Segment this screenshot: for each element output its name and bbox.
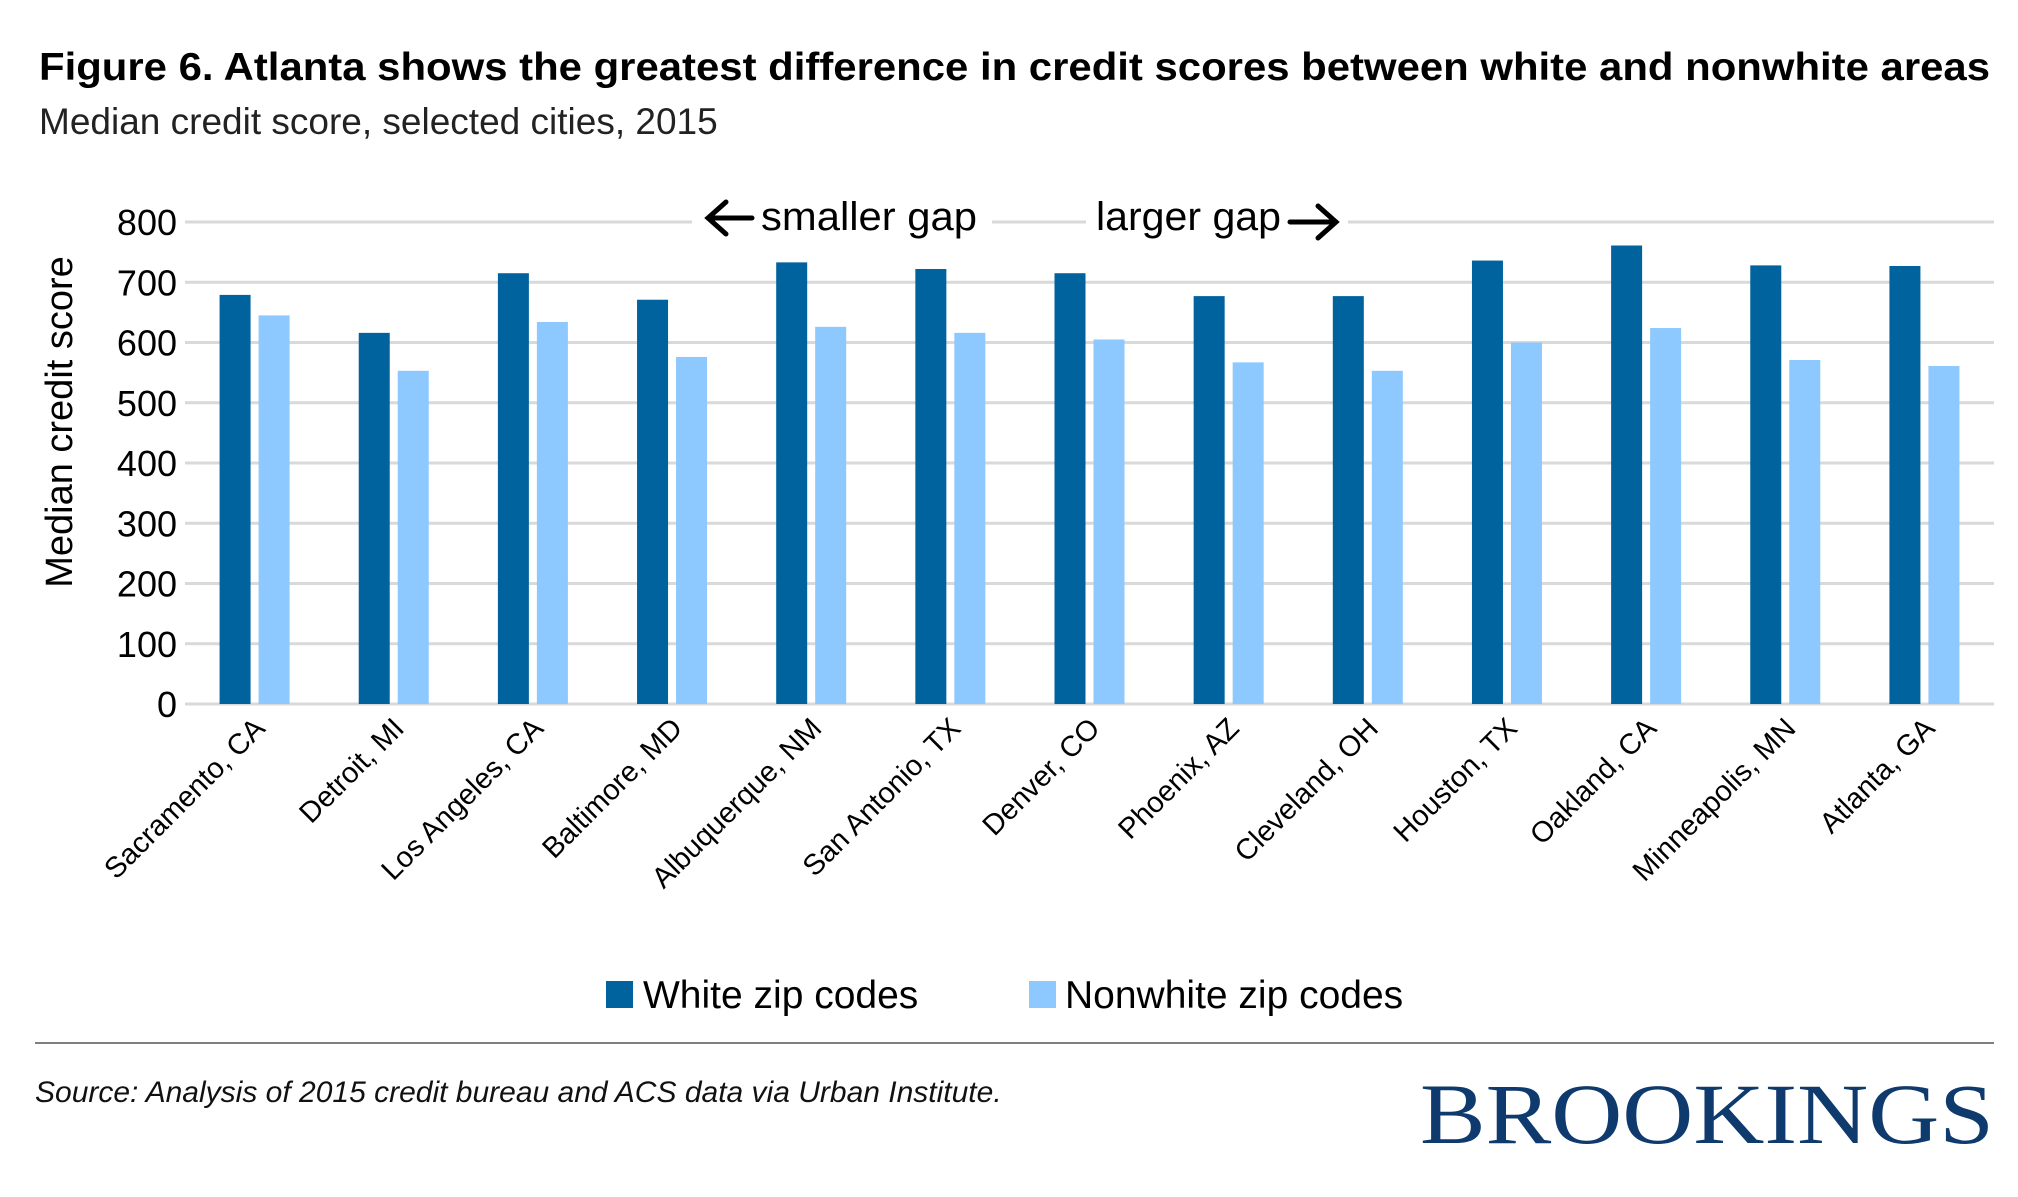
brookings-logo: BROOKINGS xyxy=(1420,1066,1994,1162)
chart-subtitle: Median credit score, selected cities, 20… xyxy=(39,101,718,142)
y-tick-label: 600 xyxy=(117,323,177,364)
source-note: Source: Analysis of 2015 credit bureau a… xyxy=(35,1076,1002,1109)
bar-nonwhite xyxy=(815,326,847,704)
bar-white xyxy=(1054,273,1086,704)
bars xyxy=(219,245,1960,704)
annotation-smaller-gap: smaller gap xyxy=(692,190,992,240)
bar-nonwhite xyxy=(676,356,708,704)
x-tick-label: Oakland, CA xyxy=(1524,712,1663,851)
bar-group xyxy=(637,299,708,704)
bar-group xyxy=(1889,265,1960,704)
bar-group xyxy=(497,273,568,704)
bar-nonwhite xyxy=(1789,359,1821,704)
bar-group xyxy=(219,294,290,704)
arrow-left-icon xyxy=(704,199,755,237)
bar-white xyxy=(915,268,947,704)
x-tick-label: Denver, CO xyxy=(977,712,1107,842)
bar-group xyxy=(776,262,847,704)
bar-white xyxy=(358,332,390,704)
bar-group xyxy=(915,268,986,704)
y-tick-label: 0 xyxy=(157,684,177,725)
y-tick-label: 500 xyxy=(117,383,177,424)
y-tick-label: 300 xyxy=(117,503,177,544)
bar-white xyxy=(776,262,808,704)
bar-nonwhite xyxy=(258,315,290,704)
legend-swatch-white xyxy=(606,981,633,1008)
annotation-larger-gap-label: larger gap xyxy=(1096,195,1281,239)
bar-white xyxy=(1611,245,1643,704)
annotation-larger-gap: larger gap xyxy=(1086,190,1348,241)
y-axis-title: Median credit score xyxy=(39,256,81,588)
bar-white xyxy=(1193,296,1225,704)
x-tick-label: Phoenix, AZ xyxy=(1112,712,1245,845)
bar-white xyxy=(497,273,529,704)
y-tick-label: 800 xyxy=(117,202,177,243)
legend-label-white: White zip codes xyxy=(643,974,918,1017)
bar-nonwhite xyxy=(1371,370,1403,704)
bar-group xyxy=(1332,296,1403,704)
x-tick-label: Baltimore, MD xyxy=(536,712,689,865)
bar-nonwhite xyxy=(536,322,568,704)
bar-nonwhite xyxy=(1232,362,1264,704)
bar-white xyxy=(1889,265,1921,704)
bar-group xyxy=(1611,245,1682,704)
annotation-smaller-gap-label: smaller gap xyxy=(761,195,977,239)
bar-white xyxy=(219,294,251,704)
bar-nonwhite xyxy=(954,332,986,704)
bar-white xyxy=(1332,296,1364,704)
y-tick-label: 200 xyxy=(117,564,177,605)
y-tick-label: 700 xyxy=(117,262,177,303)
x-tick-label: Detroit, MI xyxy=(293,712,410,829)
y-tick-label: 400 xyxy=(117,443,177,484)
bar-group xyxy=(1054,273,1125,704)
bar-nonwhite xyxy=(397,370,429,704)
x-tick-label: Houston, TX xyxy=(1388,712,1524,848)
x-tick-label: Cleveland, OH xyxy=(1229,712,1385,868)
x-tick-label: Sacramento, CA xyxy=(98,712,272,886)
bar-white xyxy=(1471,260,1503,704)
bar-group xyxy=(1193,296,1264,704)
y-axis-ticks: 0 100 200 300 400 500 600 700 800 xyxy=(117,202,177,725)
legend: White zip codes Nonwhite zip codes xyxy=(606,974,1403,1017)
arrow-right-icon xyxy=(1287,203,1340,241)
bar-nonwhite xyxy=(1650,328,1682,704)
bar-white xyxy=(1750,265,1782,704)
bar-nonwhite xyxy=(1928,365,1960,704)
x-tick-label: Atlanta, GA xyxy=(1814,712,1942,840)
bar-group xyxy=(1471,260,1542,704)
bar-nonwhite xyxy=(1510,342,1542,704)
bar-white xyxy=(637,299,669,704)
legend-label-nonwhite: Nonwhite zip codes xyxy=(1065,974,1403,1017)
gridlines xyxy=(185,220,1994,706)
bar-nonwhite xyxy=(1093,339,1125,704)
bar-group xyxy=(1750,265,1821,704)
legend-swatch-nonwhite xyxy=(1029,981,1056,1008)
y-tick-label: 100 xyxy=(117,624,177,665)
chart-title: Figure 6. Atlanta shows the greatest dif… xyxy=(39,46,1990,89)
bar-group xyxy=(358,332,429,704)
